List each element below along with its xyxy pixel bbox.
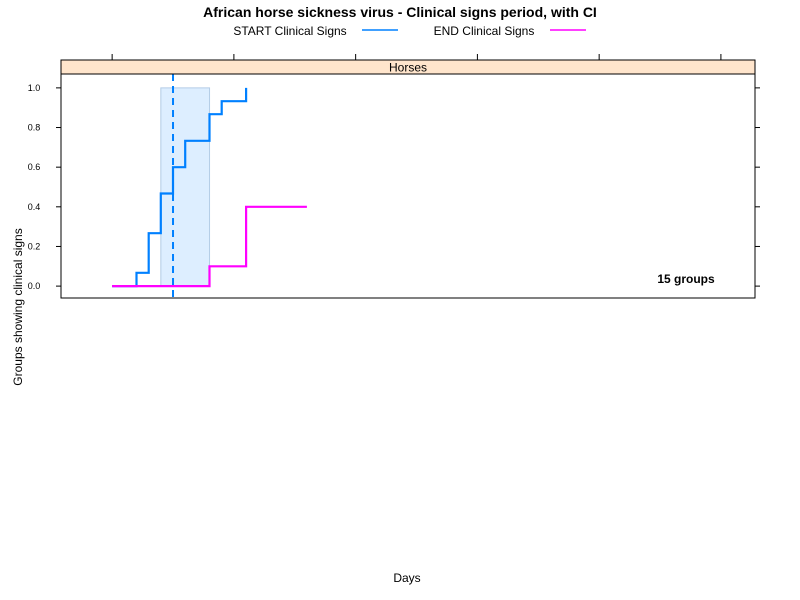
legend: START Clinical Signs END Clinical Signs (233, 24, 586, 38)
series-line-end (112, 205, 307, 288)
plot-area (112, 74, 307, 298)
panel-strip-label: Horses (389, 61, 427, 75)
series-line-start (112, 87, 248, 288)
group-count-annotation: 15 groups (657, 272, 715, 286)
y-tick-label: 1.0 (28, 83, 41, 93)
y-tick-label: 0.8 (28, 123, 41, 133)
y-tick-label: 0.6 (28, 162, 41, 172)
y-tick-label: 0.0 (28, 281, 41, 291)
ci-band (160, 87, 211, 287)
legend-label-end: END Clinical Signs (434, 24, 535, 38)
legend-label-start: START Clinical Signs (233, 24, 346, 38)
x-axis-label: Days (393, 571, 420, 585)
y-tick-label: 0.2 (28, 241, 41, 251)
plot-border (60, 73, 756, 299)
axes: 0.0 0.2 0.4 0.6 0.8 1.0 (28, 54, 760, 291)
chart-title: African horse sickness virus - Clinical … (203, 4, 597, 20)
y-tick-label: 0.4 (28, 202, 41, 212)
y-axis-label: Groups showing clinical signs (11, 228, 25, 385)
